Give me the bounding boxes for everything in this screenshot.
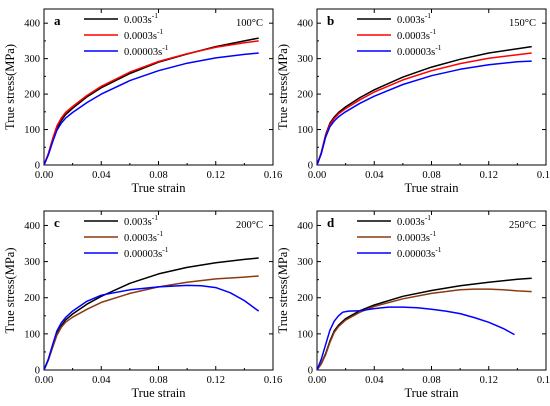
y-tick-label: 400 xyxy=(297,221,313,232)
y-tick-label: 0 xyxy=(308,161,313,172)
legend: 0.003s-10.0003s-10.00003s-1 xyxy=(84,11,169,58)
x-axis-title: True strain xyxy=(131,181,186,195)
series-line-1 xyxy=(43,257,259,371)
y-tick-label: 100 xyxy=(297,125,313,136)
legend-label: 0.0003s-1 xyxy=(397,229,436,244)
series-line-3 xyxy=(316,60,532,166)
temperature-label: 200°C xyxy=(236,220,263,231)
x-axis-title: True strain xyxy=(404,386,459,400)
y-tick-label: 0 xyxy=(308,366,313,377)
y-tick-label: 0 xyxy=(35,161,40,172)
x-tick-label: 0.00 xyxy=(308,375,326,386)
panel-b: 0.00 0.04 0.08 0.12 0.16 0 100 200 300 400 True st… xyxy=(276,8,550,195)
y-tick-label: 300 xyxy=(297,54,313,65)
x-tick-label: 0.04 xyxy=(365,375,384,386)
x-tick-label: 0.16 xyxy=(537,170,550,181)
y-tick-label: 400 xyxy=(297,19,313,30)
y-tick-label: 200 xyxy=(297,293,313,304)
x-tick-label: 0.08 xyxy=(149,170,167,181)
x-tick-label: 0.08 xyxy=(149,375,167,386)
legend-label: 0.0003s-1 xyxy=(124,27,163,42)
legend-label: 0.003s-1 xyxy=(397,11,431,26)
legend: 0.003s-10.0003s-10.00003s-1 xyxy=(357,11,442,58)
series-line-3 xyxy=(43,284,260,371)
legend-label: 0.00003s-1 xyxy=(397,43,442,58)
y-tick-label: 100 xyxy=(24,329,40,340)
y-axis-title: True stress(MPa) xyxy=(276,44,290,130)
y-tick-label: 300 xyxy=(24,54,40,65)
legend-label: 0.00003s-1 xyxy=(124,245,169,260)
x-tick-label: 0.16 xyxy=(264,170,282,181)
panel-d: 0.00 0.04 0.08 0.12 0.16 0 100 200 300 400 True st… xyxy=(276,210,550,400)
panel-a: 0.00 0.04 0.08 0.12 0.16 0 100 200 300 400 True st… xyxy=(3,8,282,195)
legend-label: 0.00003s-1 xyxy=(397,245,442,260)
series-line-3 xyxy=(316,306,515,371)
x-axis-title: True strain xyxy=(404,181,459,195)
legend-label: 0.0003s-1 xyxy=(397,27,436,42)
y-tick-label: 400 xyxy=(24,19,40,30)
x-tick-label: 0.04 xyxy=(92,375,111,386)
legend-label: 0.003s-1 xyxy=(397,213,431,228)
x-axis-title: True strain xyxy=(131,386,186,400)
x-tick-label: 0.12 xyxy=(480,375,498,386)
temperature-label: 150°C xyxy=(509,18,536,29)
x-tick-label: 0.08 xyxy=(422,375,440,386)
y-tick-label: 0 xyxy=(35,366,40,377)
panel-letter: c xyxy=(54,215,60,230)
legend-label: 0.00003s-1 xyxy=(124,43,169,58)
y-tick-label: 300 xyxy=(24,257,40,268)
y-tick-label: 400 xyxy=(24,221,40,232)
y-axis-title: True stress(MPa) xyxy=(276,248,290,334)
panel-c: 0.00 0.04 0.08 0.12 0.16 0 100 200 300 400 True st… xyxy=(3,210,282,400)
x-tick-label: 0.04 xyxy=(365,170,384,181)
y-tick-label: 300 xyxy=(297,257,313,268)
x-tick-label: 0.08 xyxy=(422,170,440,181)
y-tick-label: 100 xyxy=(24,125,40,136)
panel-letter: d xyxy=(327,215,335,230)
series-line-3 xyxy=(43,52,259,166)
y-tick-label: 100 xyxy=(297,329,313,340)
y-axis-title: True stress(MPa) xyxy=(3,44,17,130)
y-tick-label: 200 xyxy=(24,293,40,304)
series-line-2 xyxy=(43,40,259,166)
x-tick-label: 0.16 xyxy=(264,375,282,386)
panel-letter: b xyxy=(327,13,334,28)
y-tick-label: 200 xyxy=(297,90,313,101)
temperature-label: 100°C xyxy=(236,18,263,29)
y-tick-label: 200 xyxy=(24,90,40,101)
x-tick-label: 0.12 xyxy=(480,170,498,181)
x-tick-label: 0.04 xyxy=(92,170,111,181)
series-line-2 xyxy=(316,288,532,371)
series-line-2 xyxy=(43,275,259,371)
legend-label: 0.003s-1 xyxy=(124,11,158,26)
x-tick-label: 0.00 xyxy=(308,170,326,181)
temperature-label: 250°C xyxy=(509,220,536,231)
legend: 0.003s-10.0003s-10.00003s-1 xyxy=(84,213,169,260)
x-tick-label: 0.00 xyxy=(35,375,53,386)
x-tick-label: 0.12 xyxy=(207,170,225,181)
legend: 0.003s-10.0003s-10.00003s-1 xyxy=(357,213,442,260)
legend-label: 0.003s-1 xyxy=(124,213,158,228)
legend-label: 0.0003s-1 xyxy=(124,229,163,244)
x-tick-label: 0.16 xyxy=(537,375,550,386)
y-axis-title: True stress(MPa) xyxy=(3,248,17,334)
x-tick-label: 0.12 xyxy=(207,375,225,386)
panel-letter: a xyxy=(54,13,61,28)
series-line-1 xyxy=(316,277,532,371)
x-tick-label: 0.00 xyxy=(35,170,53,181)
